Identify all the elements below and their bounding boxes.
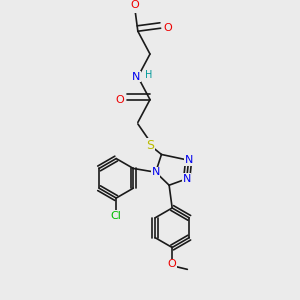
Text: N: N bbox=[132, 72, 140, 82]
Text: S: S bbox=[146, 139, 154, 152]
Text: N: N bbox=[184, 155, 193, 165]
Text: O: O bbox=[130, 0, 139, 10]
Text: Cl: Cl bbox=[111, 211, 122, 221]
Text: O: O bbox=[164, 23, 172, 33]
Text: O: O bbox=[115, 94, 124, 105]
Text: O: O bbox=[168, 259, 176, 269]
Text: N: N bbox=[182, 174, 191, 184]
Text: H: H bbox=[145, 70, 152, 80]
Text: N: N bbox=[152, 167, 160, 177]
